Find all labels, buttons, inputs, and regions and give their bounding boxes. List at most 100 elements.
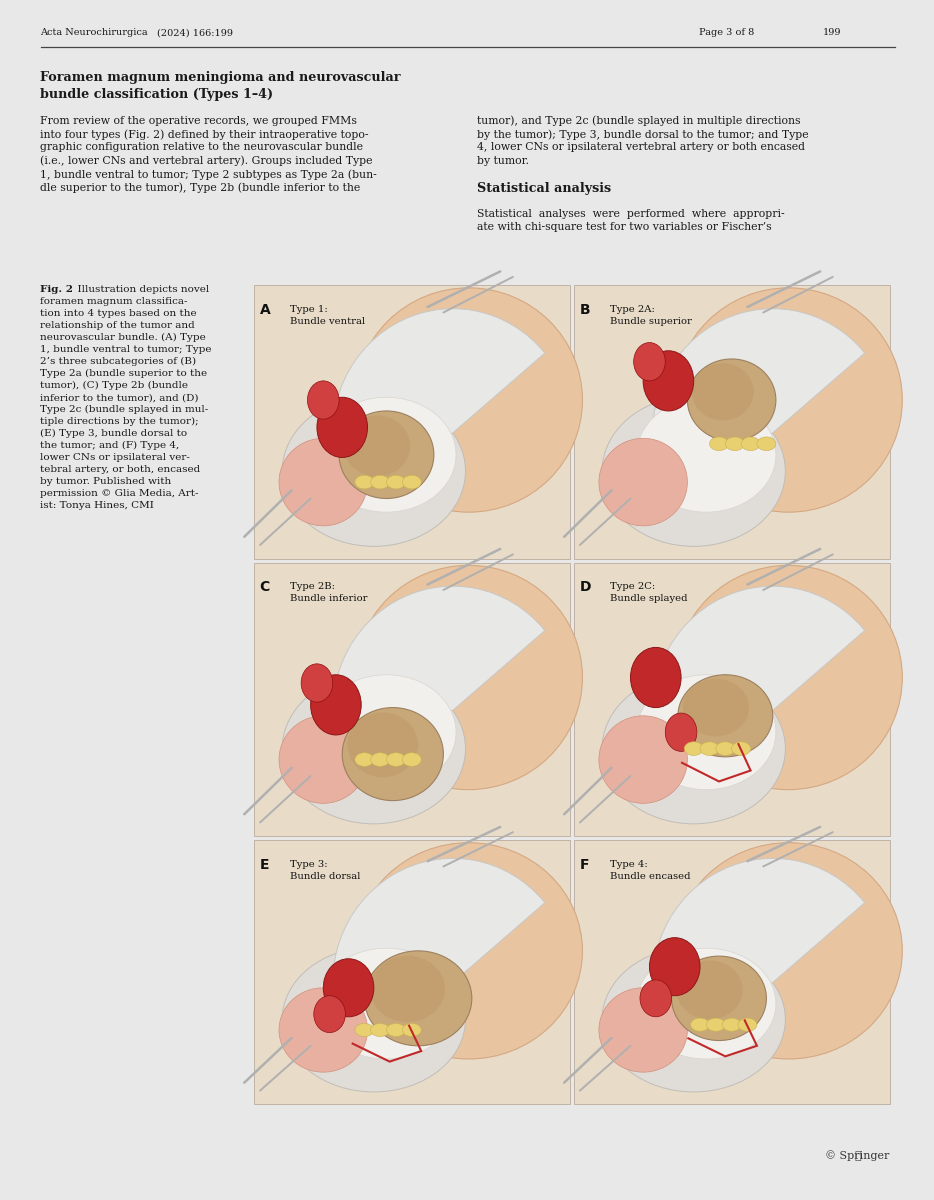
Ellipse shape: [282, 947, 465, 1092]
Ellipse shape: [355, 288, 583, 512]
Bar: [573, 286, 890, 559]
Text: C: C: [260, 581, 270, 594]
Ellipse shape: [317, 397, 456, 512]
Text: Bundle ventral: Bundle ventral: [290, 317, 365, 325]
Ellipse shape: [674, 842, 902, 1058]
Text: D: D: [579, 581, 591, 594]
Ellipse shape: [599, 438, 687, 526]
Ellipse shape: [640, 980, 672, 1016]
Text: Bundle encased: Bundle encased: [610, 871, 690, 881]
Ellipse shape: [685, 742, 703, 756]
Ellipse shape: [355, 752, 374, 767]
Ellipse shape: [738, 1018, 757, 1031]
Text: © Springer: © Springer: [826, 1150, 890, 1160]
Ellipse shape: [599, 715, 687, 803]
Wedge shape: [653, 586, 865, 752]
Text: B: B: [579, 302, 590, 317]
Text: 1, bundle ventral to tumor; Type: 1, bundle ventral to tumor; Type: [40, 346, 212, 354]
Ellipse shape: [403, 752, 421, 767]
Text: relationship of the tumor and: relationship of the tumor and: [40, 322, 195, 330]
Text: Type 4:: Type 4:: [610, 859, 647, 869]
Text: neurovascular bundle. (A) Type: neurovascular bundle. (A) Type: [40, 334, 206, 342]
Ellipse shape: [403, 1024, 421, 1037]
Ellipse shape: [722, 1018, 741, 1031]
Ellipse shape: [342, 708, 444, 800]
Ellipse shape: [282, 673, 465, 824]
Text: into four types (Fig. 2) defined by their intraoperative topo-: into four types (Fig. 2) defined by thei…: [40, 130, 369, 139]
Text: (E) Type 3, bundle dorsal to: (E) Type 3, bundle dorsal to: [40, 430, 188, 438]
Ellipse shape: [633, 342, 665, 380]
Ellipse shape: [307, 380, 339, 419]
Text: Foramen magnum meningioma and neurovascular: Foramen magnum meningioma and neurovascu…: [40, 71, 401, 84]
Ellipse shape: [715, 742, 735, 756]
Text: (i.e., lower CNs and vertebral artery). Groups included Type: (i.e., lower CNs and vertebral artery). …: [40, 156, 373, 167]
Text: Type 3:: Type 3:: [290, 859, 328, 869]
Text: dle superior to the tumor), Type 2b (bundle inferior to the: dle superior to the tumor), Type 2b (bun…: [40, 182, 361, 193]
Ellipse shape: [706, 1018, 726, 1031]
Text: 4, lower CNs or ipsilateral vertebral artery or both encased: 4, lower CNs or ipsilateral vertebral ar…: [477, 143, 805, 152]
Text: ist: Tonya Hines, CMI: ist: Tonya Hines, CMI: [40, 502, 154, 510]
Text: foramen magnum classifica-: foramen magnum classifica-: [40, 298, 188, 306]
Ellipse shape: [317, 674, 456, 790]
Text: Bundle inferior: Bundle inferior: [290, 594, 367, 604]
Ellipse shape: [311, 674, 361, 734]
Text: ate with chi-square test for two variables or Fischer’s: ate with chi-square test for two variabl…: [477, 222, 772, 232]
Text: permission © Glia Media, Art-: permission © Glia Media, Art-: [40, 490, 199, 498]
Text: Type 2A:: Type 2A:: [610, 305, 655, 313]
Ellipse shape: [387, 752, 405, 767]
Text: E: E: [260, 858, 269, 872]
Ellipse shape: [355, 475, 374, 488]
Ellipse shape: [387, 475, 405, 488]
Text: 199: 199: [823, 28, 842, 37]
Ellipse shape: [674, 565, 902, 790]
Ellipse shape: [371, 475, 389, 488]
Ellipse shape: [757, 437, 776, 451]
Text: 🔒: 🔒: [855, 1151, 861, 1160]
Text: the tumor; and (F) Type 4,: the tumor; and (F) Type 4,: [40, 442, 179, 450]
Text: bundle classification (Types 1–4): bundle classification (Types 1–4): [40, 89, 274, 101]
Ellipse shape: [637, 674, 776, 790]
Text: Illustration depicts novel: Illustration depicts novel: [71, 286, 209, 294]
Ellipse shape: [371, 1024, 389, 1037]
Ellipse shape: [403, 475, 421, 488]
Text: tumor), and Type 2c (bundle splayed in multiple directions: tumor), and Type 2c (bundle splayed in m…: [477, 116, 801, 126]
Ellipse shape: [279, 988, 367, 1072]
Text: Bundle splayed: Bundle splayed: [610, 594, 687, 604]
Ellipse shape: [599, 988, 687, 1072]
Ellipse shape: [339, 410, 434, 498]
Ellipse shape: [282, 396, 465, 546]
Ellipse shape: [690, 1018, 710, 1031]
Ellipse shape: [637, 948, 776, 1058]
Text: inferior to the tumor), and (D): inferior to the tumor), and (D): [40, 394, 199, 402]
Text: tiple directions by the tumor);: tiple directions by the tumor);: [40, 418, 199, 426]
Text: Fig. 2: Fig. 2: [40, 286, 74, 294]
Text: Acta Neurochirurgica: Acta Neurochirurgica: [40, 28, 149, 37]
Ellipse shape: [355, 842, 583, 1058]
Ellipse shape: [687, 359, 776, 442]
Text: tebral artery, or both, encased: tebral artery, or both, encased: [40, 466, 201, 474]
Text: Statistical  analyses  were  performed  where  appropri-: Statistical analyses were performed wher…: [477, 209, 785, 218]
Ellipse shape: [672, 956, 767, 1040]
Text: A: A: [260, 302, 270, 317]
Text: Type 2B:: Type 2B:: [290, 582, 335, 592]
Text: (2024) 166:199: (2024) 166:199: [157, 28, 233, 37]
Text: tumor), (C) Type 2b (bundle: tumor), (C) Type 2b (bundle: [40, 382, 189, 390]
Ellipse shape: [364, 950, 472, 1045]
Ellipse shape: [317, 397, 367, 457]
Text: Page 3 of 8: Page 3 of 8: [700, 28, 755, 37]
Ellipse shape: [279, 715, 367, 803]
Text: by tumor.: by tumor.: [477, 156, 530, 166]
Bar: [573, 840, 890, 1104]
Ellipse shape: [347, 713, 418, 778]
Text: Type 2a (bundle superior to the: Type 2a (bundle superior to the: [40, 370, 207, 378]
Ellipse shape: [644, 350, 694, 410]
Ellipse shape: [678, 674, 772, 757]
Ellipse shape: [371, 752, 389, 767]
Text: F: F: [579, 858, 588, 872]
Text: Type 2c (bundle splayed in mul-: Type 2c (bundle splayed in mul-: [40, 406, 208, 414]
Text: graphic configuration relative to the neurovascular bundle: graphic configuration relative to the ne…: [40, 143, 363, 152]
Ellipse shape: [731, 742, 751, 756]
Ellipse shape: [602, 396, 785, 546]
Ellipse shape: [665, 713, 697, 751]
Text: by the tumor); Type 3, bundle dorsal to the tumor; and Type: by the tumor); Type 3, bundle dorsal to …: [477, 130, 809, 139]
